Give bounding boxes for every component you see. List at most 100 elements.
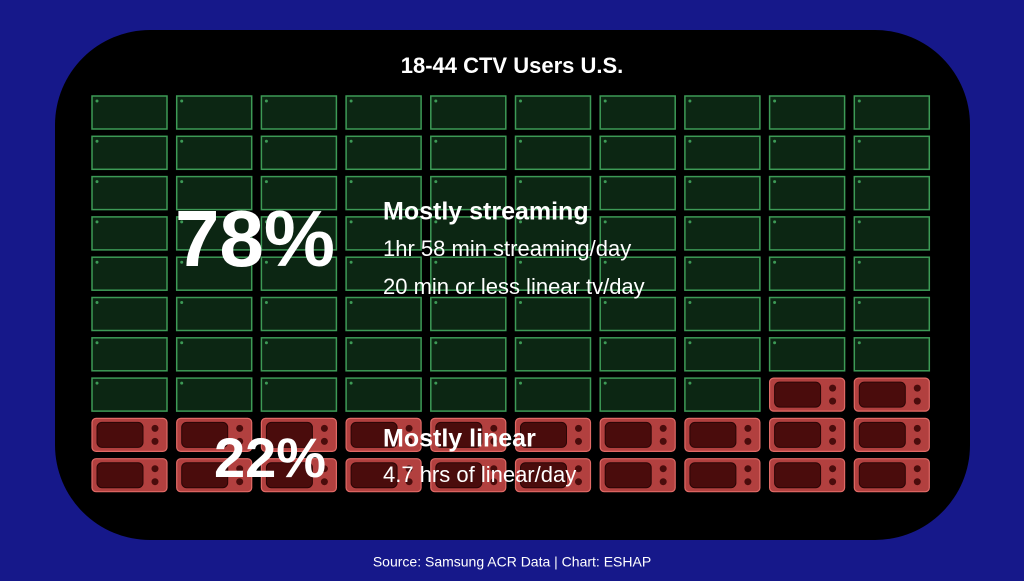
waffle-cell xyxy=(430,175,507,211)
waffle-cell xyxy=(430,417,507,452)
waffle-cell xyxy=(175,135,253,171)
cell-dot xyxy=(857,260,861,264)
cell-body xyxy=(684,95,761,130)
cell-dot xyxy=(180,341,184,345)
cell-knob xyxy=(829,478,837,486)
cell-dot xyxy=(857,301,861,304)
cell-dot xyxy=(434,381,438,385)
cell-dot xyxy=(180,139,184,143)
cell-dot xyxy=(688,301,692,304)
waffle-cell xyxy=(260,256,338,291)
waffle-cell xyxy=(599,377,676,412)
cell-dot xyxy=(349,301,353,304)
waffle-cell xyxy=(91,175,168,211)
waffle-cell xyxy=(260,458,337,493)
cell-screen xyxy=(604,421,652,448)
cell-screen xyxy=(265,421,313,448)
cell-knob xyxy=(829,437,837,445)
cell-dot xyxy=(773,180,777,184)
waffle-cell xyxy=(514,216,592,251)
waffle-cell xyxy=(684,337,761,372)
cell-body xyxy=(260,216,338,251)
waffle-cell xyxy=(260,95,338,130)
cell-knob xyxy=(490,478,498,486)
waffle-cell xyxy=(853,296,931,332)
cell-body xyxy=(430,377,507,412)
cell-dot xyxy=(773,220,777,224)
cell-dot xyxy=(519,341,522,345)
cell-body xyxy=(345,95,422,130)
cell-body xyxy=(91,256,168,291)
cell-knob xyxy=(829,465,837,473)
waffle-cell xyxy=(260,377,338,412)
cell-body xyxy=(345,175,422,211)
cell-dot xyxy=(180,301,184,304)
cell-knob xyxy=(405,478,413,486)
cell-body xyxy=(175,377,253,412)
cell-dot xyxy=(857,99,861,103)
cell-body xyxy=(91,175,168,211)
cell-knob xyxy=(320,465,328,473)
waffle-cell xyxy=(684,377,761,412)
waffle-cell xyxy=(91,256,168,291)
cell-body xyxy=(514,216,592,251)
cell-dot xyxy=(264,301,268,304)
cell-screen xyxy=(689,421,737,448)
waffle-grid xyxy=(91,95,931,493)
cell-knob xyxy=(913,437,921,445)
cell-knob xyxy=(829,424,837,432)
waffle-cell xyxy=(175,216,253,251)
cell-knob xyxy=(575,424,582,432)
cell-dot xyxy=(519,180,522,184)
waffle-cell xyxy=(345,175,422,211)
cell-body xyxy=(684,256,761,291)
cell-body xyxy=(430,175,507,211)
waffle-cell xyxy=(175,256,253,291)
waffle-cell xyxy=(514,458,592,493)
waffle-cell xyxy=(175,337,253,372)
waffle-cell xyxy=(345,95,422,130)
cell-knob xyxy=(744,478,752,486)
waffle-cell xyxy=(345,458,422,493)
cell-screen xyxy=(265,462,313,489)
cell-dot xyxy=(349,139,353,143)
waffle-cell xyxy=(430,256,507,291)
cell-dot xyxy=(264,260,268,264)
cell-screen xyxy=(520,462,567,489)
waffle-cell xyxy=(768,256,846,291)
waffle-cell xyxy=(345,135,422,171)
waffle-cell xyxy=(514,296,592,332)
cell-dot xyxy=(773,301,777,304)
cell-body xyxy=(599,377,676,412)
cell-screen xyxy=(181,421,229,448)
cell-dot xyxy=(180,180,184,184)
cell-body xyxy=(175,256,253,291)
cell-body xyxy=(599,216,676,251)
cell-body xyxy=(768,296,846,332)
cell-body xyxy=(768,95,846,130)
waffle-cell xyxy=(768,337,846,372)
cell-knob xyxy=(659,478,667,486)
waffle-cell xyxy=(768,216,846,251)
cell-body xyxy=(514,95,592,130)
waffle-cell xyxy=(345,417,422,452)
cell-dot xyxy=(434,99,438,103)
cell-knob xyxy=(744,437,752,445)
cell-screen xyxy=(350,421,398,448)
cell-body xyxy=(430,135,507,171)
cell-body xyxy=(768,135,846,171)
cell-body xyxy=(599,135,676,171)
cell-body xyxy=(684,337,761,372)
waffle-cell xyxy=(599,458,676,493)
cell-body xyxy=(514,296,592,332)
cell-knob xyxy=(236,437,244,445)
cell-dot xyxy=(519,99,522,103)
cell-dot xyxy=(434,301,438,304)
waffle-cell xyxy=(430,458,507,493)
cell-knob xyxy=(913,424,921,432)
cell-dot xyxy=(434,139,438,143)
waffle-cell xyxy=(430,377,507,412)
waffle-cell xyxy=(176,417,253,452)
waffle-cell xyxy=(91,216,168,251)
cell-knob xyxy=(829,384,837,392)
